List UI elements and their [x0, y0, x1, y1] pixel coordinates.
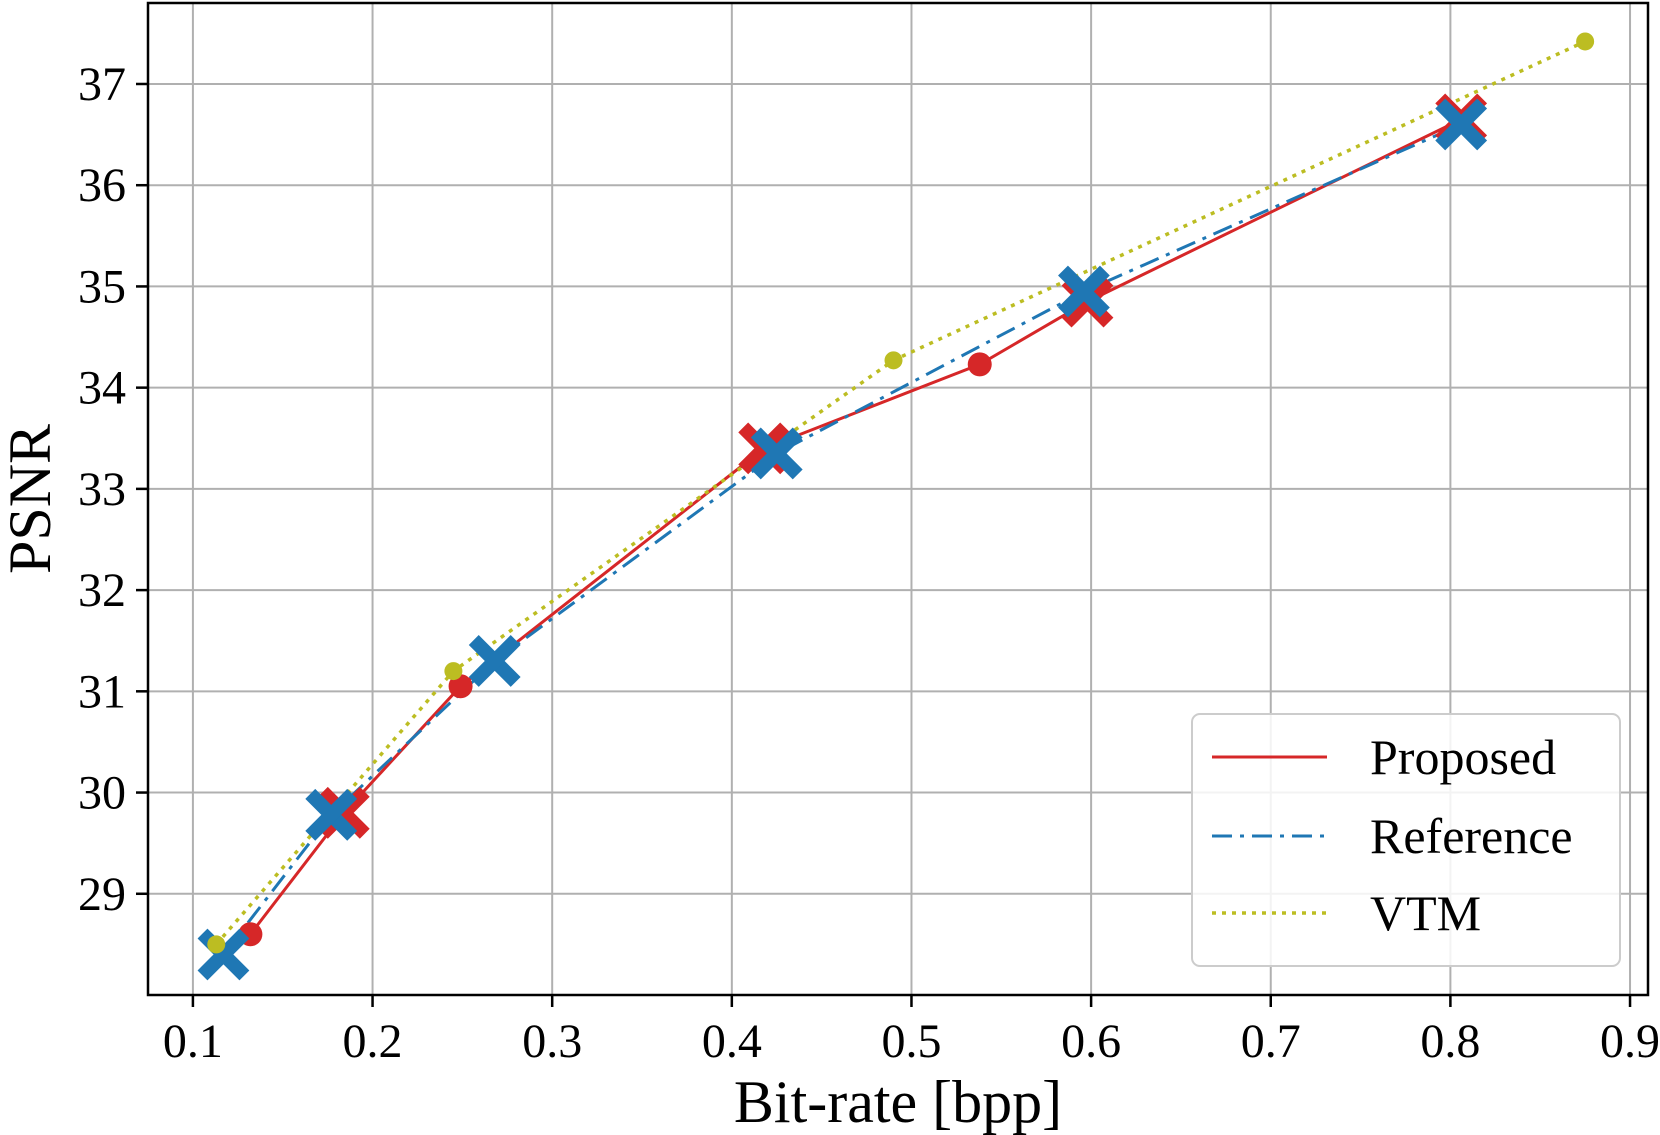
- y-tick-label: 32: [78, 564, 126, 617]
- x-tick-label: 0.4: [702, 1015, 762, 1068]
- x-axis-label: Bit-rate [bpp]: [734, 1069, 1062, 1135]
- data-point-reference: [1058, 265, 1110, 318]
- x-tick-label: 0.7: [1241, 1015, 1301, 1068]
- y-tick-label: 31: [78, 665, 126, 718]
- data-point-reference: [1435, 98, 1488, 151]
- data-point-proposed: [448, 674, 473, 699]
- grid: [148, 3, 1648, 995]
- legend-label-proposed: Proposed: [1370, 729, 1556, 785]
- y-axis-label: PSNR: [0, 424, 63, 574]
- y-tick-label: 33: [78, 463, 126, 516]
- data-point-vtm: [207, 935, 226, 954]
- x-tick-label: 0.2: [343, 1015, 403, 1068]
- y-tick-label: 34: [78, 362, 126, 415]
- x-tick-label: 0.3: [522, 1015, 582, 1068]
- x-tick-label: 0.8: [1420, 1015, 1480, 1068]
- series-layer: [197, 32, 1595, 981]
- y-tick-label: 29: [78, 868, 126, 921]
- y-tick-label: 36: [78, 159, 126, 212]
- x-tick-label: 0.5: [881, 1015, 941, 1068]
- data-point-vtm: [1576, 32, 1595, 51]
- data-point-vtm: [444, 662, 463, 681]
- data-point-reference: [468, 635, 521, 687]
- data-point-reference: [750, 427, 803, 480]
- y-tick-label: 35: [78, 260, 126, 313]
- x-tick-label: 0.1: [163, 1015, 223, 1068]
- x-tick-label: 0.6: [1061, 1015, 1121, 1068]
- legend-label-vtm: VTM: [1370, 885, 1481, 941]
- data-point-proposed: [967, 352, 992, 377]
- legend: Proposed Reference VTM: [1191, 713, 1621, 967]
- data-point-reference: [305, 788, 358, 841]
- ticks: 0.1 0.2 0.3 0.4 0.5 0.6 0.7 0.8 0.9 29 30 31 32 33 34 3…: [78, 58, 1660, 1068]
- y-tick-label: 30: [78, 767, 126, 820]
- data-point-vtm: [884, 351, 903, 370]
- legend-box: [1191, 713, 1621, 967]
- y-tick-label: 37: [78, 58, 126, 111]
- plot-frame: [146, 1, 1650, 997]
- legend-label-reference: Reference: [1370, 808, 1573, 864]
- x-tick-label: 0.9: [1600, 1015, 1660, 1068]
- series-line-reference: [222, 123, 1462, 956]
